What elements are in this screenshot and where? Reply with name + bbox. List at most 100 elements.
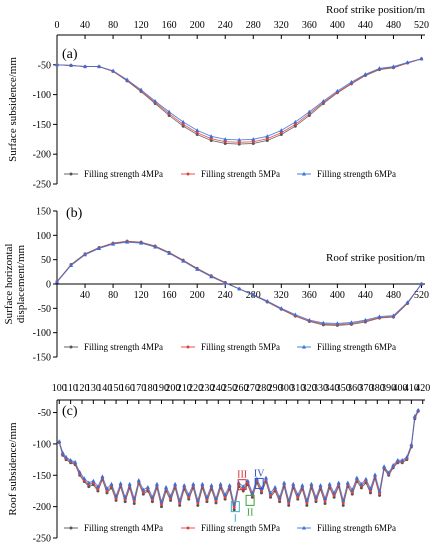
data-point xyxy=(278,498,282,502)
legend-label: Filling strength 6MPa xyxy=(317,523,396,533)
panel-label: (c) xyxy=(62,404,78,419)
legend-marker xyxy=(186,172,190,176)
panel-label: (a) xyxy=(62,47,78,62)
legend-marker xyxy=(69,172,73,176)
data-point xyxy=(296,495,300,499)
legend-marker xyxy=(186,345,190,349)
data-point xyxy=(304,498,309,502)
x-tick-label: 350 xyxy=(336,383,351,394)
data-point xyxy=(279,128,284,132)
data-point xyxy=(349,320,354,324)
y-tick-label: -100 xyxy=(33,328,51,339)
data-point xyxy=(404,454,409,459)
data-point xyxy=(373,472,378,477)
data-point xyxy=(125,239,130,244)
data-point xyxy=(187,495,191,499)
x-tick-label: 380 xyxy=(370,383,385,394)
data-point xyxy=(232,508,236,512)
data-point xyxy=(178,501,182,505)
data-point xyxy=(181,258,186,263)
data-point xyxy=(391,313,396,318)
data-point xyxy=(181,122,185,126)
data-point xyxy=(400,458,405,462)
data-point xyxy=(132,502,136,505)
data-point xyxy=(349,79,354,84)
data-point xyxy=(96,487,100,491)
series-2 xyxy=(57,407,421,506)
data-point xyxy=(277,495,282,499)
data-point xyxy=(150,495,155,499)
series-0 xyxy=(57,409,420,512)
data-point xyxy=(250,490,255,495)
x-tick-label: 360 xyxy=(302,290,317,301)
data-point xyxy=(209,274,214,279)
legend-item: Filling strength 6MPa xyxy=(297,523,396,533)
data-point xyxy=(196,501,200,505)
y-tick-label: -250 xyxy=(33,534,51,545)
data-point xyxy=(168,493,173,498)
x-tick-label: 160 xyxy=(162,290,177,301)
data-point xyxy=(200,481,205,486)
x-tick-label: 100 xyxy=(52,383,67,394)
data-point xyxy=(350,490,354,494)
x-tick-label: 250 xyxy=(222,383,237,394)
x-tick-label: 240 xyxy=(218,20,233,31)
data-point xyxy=(118,481,123,485)
x-tick-label: 120 xyxy=(134,20,149,31)
legend-item: Filling strength 6MPa xyxy=(297,169,396,179)
data-point xyxy=(182,483,187,487)
x-tick-label: 0 xyxy=(55,20,60,31)
data-point xyxy=(153,98,158,103)
data-point xyxy=(341,501,345,505)
x-tick-label: 130 xyxy=(86,383,101,394)
x-tick-label: 320 xyxy=(274,20,289,31)
data-point xyxy=(139,87,144,92)
panel-label: (b) xyxy=(66,206,83,221)
x-tick-label: 40 xyxy=(80,290,90,301)
data-point xyxy=(173,481,178,486)
data-point xyxy=(109,481,114,486)
data-point xyxy=(314,498,318,502)
x-tick-label: 390 xyxy=(381,383,396,394)
data-point xyxy=(178,503,182,507)
y-tick-label: -100 xyxy=(33,90,51,101)
data-point xyxy=(307,109,312,114)
data-point xyxy=(97,64,102,69)
annotation-box xyxy=(237,479,247,491)
data-point xyxy=(332,493,336,497)
x-tick-label: 290 xyxy=(268,383,283,394)
data-point xyxy=(412,414,417,418)
data-point xyxy=(132,499,136,503)
x-tick-label: 410 xyxy=(404,383,419,394)
data-point xyxy=(205,498,209,502)
data-point xyxy=(300,483,305,487)
x-tick-label: 480 xyxy=(386,20,401,31)
data-point xyxy=(214,496,219,500)
data-point xyxy=(64,454,69,459)
data-point xyxy=(341,503,345,507)
y-tick-label: -150 xyxy=(33,471,51,482)
data-point xyxy=(209,483,214,487)
y-tick-label: 150 xyxy=(36,207,51,218)
data-point xyxy=(237,137,242,142)
data-point xyxy=(191,481,196,486)
legend-item: Filling strength 5MPa xyxy=(181,523,280,533)
chart-panel-2: -50 -100 -150 -200 -250 100110120130140150160… xyxy=(7,383,430,545)
data-point xyxy=(237,286,242,291)
series-1 xyxy=(57,409,420,509)
data-point xyxy=(127,481,132,486)
data-point xyxy=(251,137,256,141)
x-tick-label: 370 xyxy=(358,383,373,394)
data-point xyxy=(265,134,270,138)
legend-label: Filling strength 4MPa xyxy=(84,169,163,179)
data-point xyxy=(227,483,232,487)
x-tick-label: 330 xyxy=(313,383,328,394)
data-point xyxy=(287,503,291,507)
data-point xyxy=(114,493,119,498)
data-point xyxy=(368,489,372,493)
legend-label: Filling strength 5MPa xyxy=(201,523,280,533)
annotation-box xyxy=(230,501,240,513)
data-point xyxy=(305,503,309,507)
legend-marker xyxy=(302,171,306,176)
